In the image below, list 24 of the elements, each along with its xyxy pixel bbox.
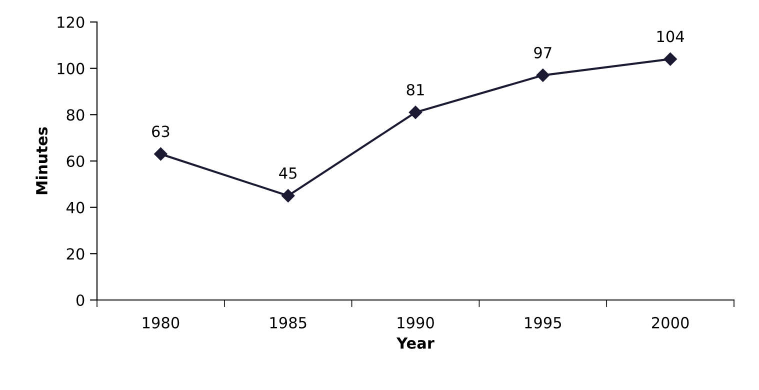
point (408, 106, 422, 119)
y-tick-label: 80 (66, 109, 84, 121)
data-label: 63 (152, 126, 170, 138)
data-label: 97 (534, 46, 552, 58)
x-tick-label: 1985 (270, 316, 306, 328)
data-label: 81 (406, 84, 424, 96)
point (536, 68, 550, 82)
y-tick-label: 0 (76, 294, 84, 306)
y-tick-label: 100 (58, 62, 84, 74)
y-tick-label: 60 (66, 155, 84, 168)
x-tick-label: 2000 (652, 316, 689, 328)
x-tick-label: 1990 (398, 316, 434, 328)
data-label: 104 (657, 30, 684, 42)
y-tick-label: 120 (58, 16, 84, 28)
point (664, 52, 677, 66)
data-label: 45 (279, 168, 296, 179)
point (154, 147, 168, 161)
point (282, 189, 295, 202)
y-tick-label: 20 (66, 248, 84, 260)
x-axis-title: Year (396, 337, 434, 349)
x-tick-label: 1980 (142, 316, 180, 328)
x-tick-label: 1995 (525, 316, 562, 328)
y-tick-label: 40 (66, 202, 84, 214)
y-axis-title: Minutes (36, 127, 48, 194)
